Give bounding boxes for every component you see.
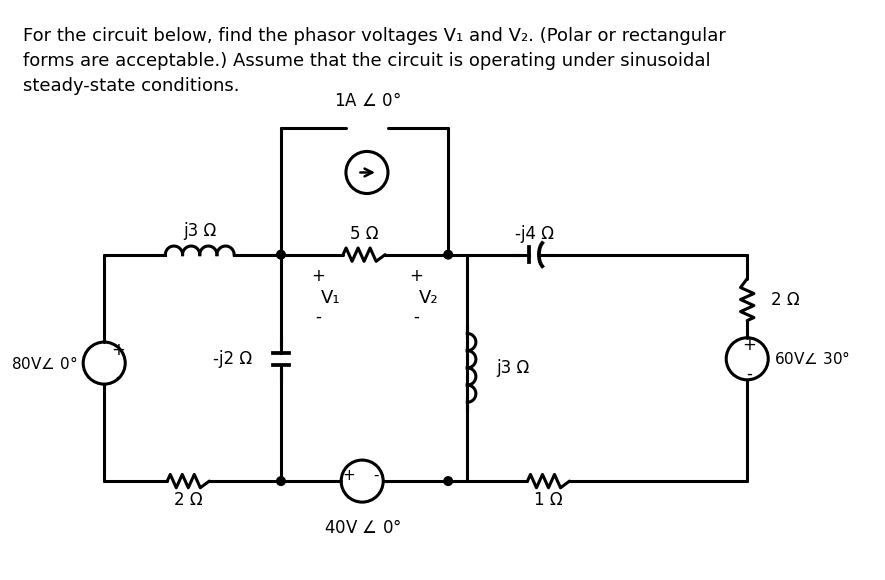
Text: For the circuit below, find the phasor voltages V₁ and V₂. (Polar or rectangular: For the circuit below, find the phasor v…	[23, 27, 726, 95]
Text: +: +	[312, 267, 325, 285]
Text: +: +	[112, 340, 126, 358]
Text: j3 Ω: j3 Ω	[496, 359, 529, 377]
Text: +: +	[342, 468, 355, 483]
Circle shape	[444, 251, 452, 259]
Text: 5 Ω: 5 Ω	[350, 224, 378, 242]
Text: -: -	[116, 368, 121, 386]
Circle shape	[277, 251, 285, 259]
Text: -: -	[413, 308, 419, 326]
Circle shape	[277, 477, 285, 485]
Text: V₂: V₂	[419, 289, 439, 307]
Text: -: -	[746, 365, 752, 383]
Text: 60V$\angle$ 30°: 60V$\angle$ 30°	[774, 350, 850, 367]
Text: V₁: V₁	[321, 289, 341, 307]
Text: 80V$\angle$ 0°: 80V$\angle$ 0°	[12, 354, 78, 372]
Text: 1A $\angle$ 0°: 1A $\angle$ 0°	[334, 92, 400, 110]
Text: -j2 Ω: -j2 Ω	[213, 350, 252, 368]
Text: 40V $\angle$ 0°: 40V $\angle$ 0°	[324, 519, 401, 537]
Text: +: +	[743, 336, 756, 354]
Text: j3 Ω: j3 Ω	[183, 222, 216, 240]
Text: +: +	[410, 267, 424, 285]
Text: -j4 Ω: -j4 Ω	[515, 224, 554, 242]
Text: -: -	[315, 308, 321, 326]
Text: 2 Ω: 2 Ω	[771, 291, 800, 309]
Text: 2 Ω: 2 Ω	[174, 491, 203, 509]
Text: 1 Ω: 1 Ω	[535, 491, 563, 509]
Text: -: -	[373, 468, 378, 483]
Circle shape	[444, 477, 452, 485]
